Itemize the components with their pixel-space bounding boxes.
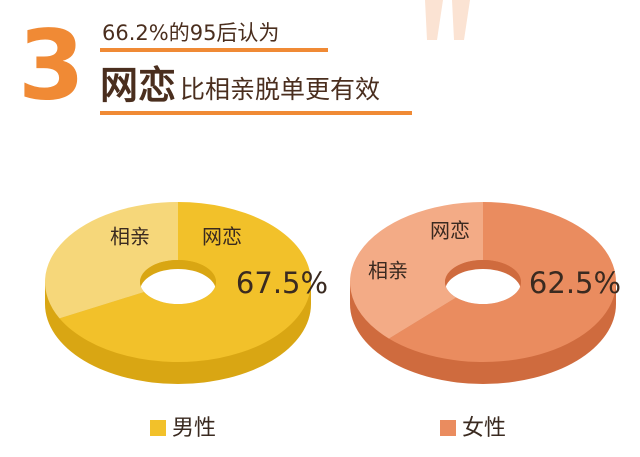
underline	[100, 48, 328, 52]
quote-mark	[425, 0, 443, 40]
legend-label: 女性	[462, 416, 506, 441]
slice-label: 网恋	[430, 219, 470, 243]
legend-swatch	[440, 420, 456, 436]
header-number: 3	[18, 9, 85, 121]
header-line1: 66.2%的95后认为	[102, 21, 279, 45]
slice	[388, 202, 616, 362]
value-label: 62.5%	[529, 266, 621, 300]
legend-label: 男性	[172, 416, 216, 441]
slice-label: 网恋	[202, 225, 242, 249]
legend-swatch	[150, 420, 166, 436]
slice-label: 相亲	[368, 259, 408, 283]
slice	[350, 202, 483, 339]
slice	[59, 202, 312, 362]
quote-mark	[452, 0, 470, 40]
value-label: 67.5%	[236, 266, 328, 300]
header-line2: 比相亲脱单更有效	[180, 75, 380, 104]
underline	[100, 111, 412, 115]
header-highlight: 网恋	[100, 64, 176, 108]
quote-decoration	[425, 0, 470, 40]
slice	[45, 202, 178, 319]
slice-label: 相亲	[110, 225, 150, 249]
